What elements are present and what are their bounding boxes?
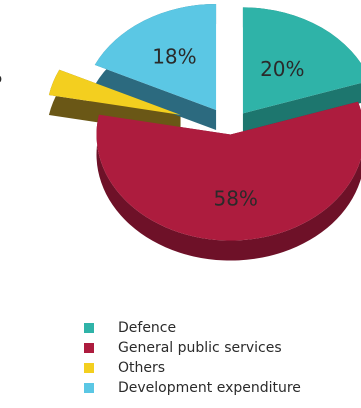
data-label-3: 18% (152, 45, 196, 69)
legend-swatch (84, 343, 94, 353)
legend-swatch (84, 383, 94, 393)
data-label-2: 4% (0, 65, 2, 87)
pie-slice-development-expenditure (94, 3, 217, 110)
data-label-1: 58% (213, 187, 257, 211)
legend-label: Development expenditure (118, 380, 301, 396)
chart-legend: Defence General public services Others Deve… (84, 318, 301, 398)
pie-chart-svg: 20% 58% 4% 18% (0, 3, 361, 261)
legend-label: General public services (118, 340, 282, 356)
pie-slice-defence (242, 7, 361, 114)
legend-swatch (84, 323, 94, 333)
legend-item: Development expenditure (84, 378, 301, 398)
legend-swatch (84, 363, 94, 373)
legend-item: Others (84, 358, 301, 378)
pie-slice-others (48, 69, 181, 115)
pie-slice-general-public-services (96, 101, 361, 241)
data-label-0: 20% (260, 57, 304, 81)
legend-item: Defence (84, 318, 301, 338)
legend-label: Defence (118, 320, 177, 336)
legend-label: Others (118, 360, 166, 376)
legend-item: General public services (84, 338, 301, 358)
